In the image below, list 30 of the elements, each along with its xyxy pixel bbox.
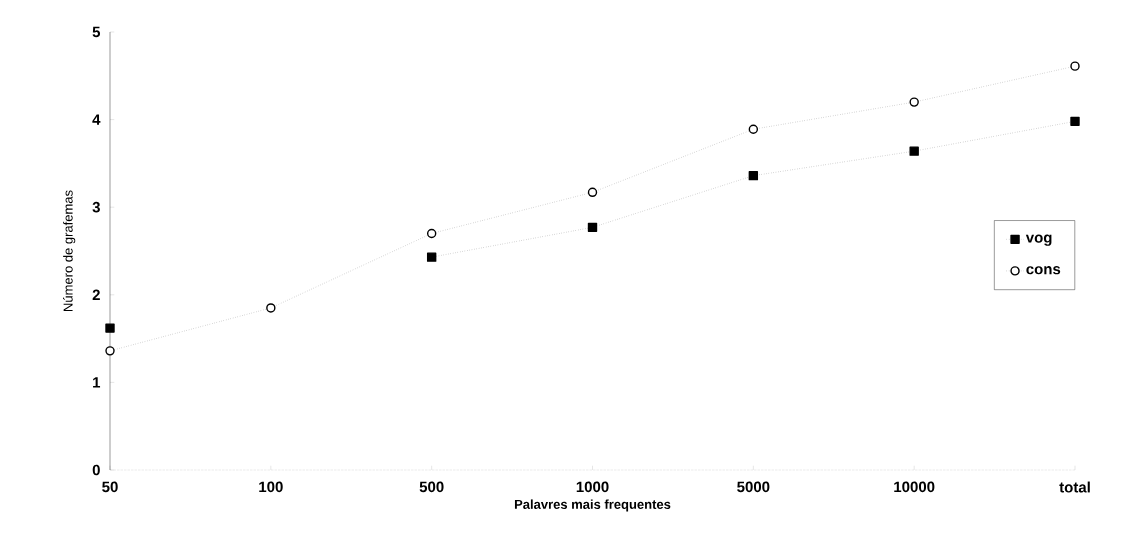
point	[748, 170, 759, 181]
point	[587, 222, 598, 233]
x-tick-label: 50	[102, 481, 118, 493]
x-tick-label: 1000	[576, 481, 609, 493]
y-tick-label: 4	[92, 114, 101, 125]
y-tick-label: 5	[92, 26, 101, 38]
point	[748, 124, 759, 134]
point	[426, 228, 437, 239]
legend-label: vog	[1025, 234, 1052, 246]
point	[266, 303, 276, 313]
point	[1070, 116, 1080, 127]
point	[105, 323, 115, 333]
legend-label: cons	[1026, 266, 1061, 275]
point	[587, 187, 598, 198]
point	[426, 252, 437, 262]
point	[105, 346, 115, 356]
y-tick-label: 2	[92, 289, 100, 301]
point	[909, 146, 919, 156]
point	[909, 97, 919, 107]
y-tick-label: 1	[93, 377, 101, 388]
y-tick-label: 0	[92, 464, 100, 476]
x-axis-title: Palavres mais frequentes	[514, 499, 671, 512]
x-tick-label: 100	[259, 481, 283, 493]
y-tick-label: 3	[92, 201, 100, 213]
y-axis-title: Número de grafemas	[63, 190, 76, 311]
x-tick-label: 500	[419, 481, 444, 493]
x-tick-label: total	[1059, 481, 1090, 493]
x-tick-label: 5000	[737, 481, 770, 493]
point	[1070, 61, 1080, 71]
x-tick-label: 10000	[894, 481, 935, 493]
